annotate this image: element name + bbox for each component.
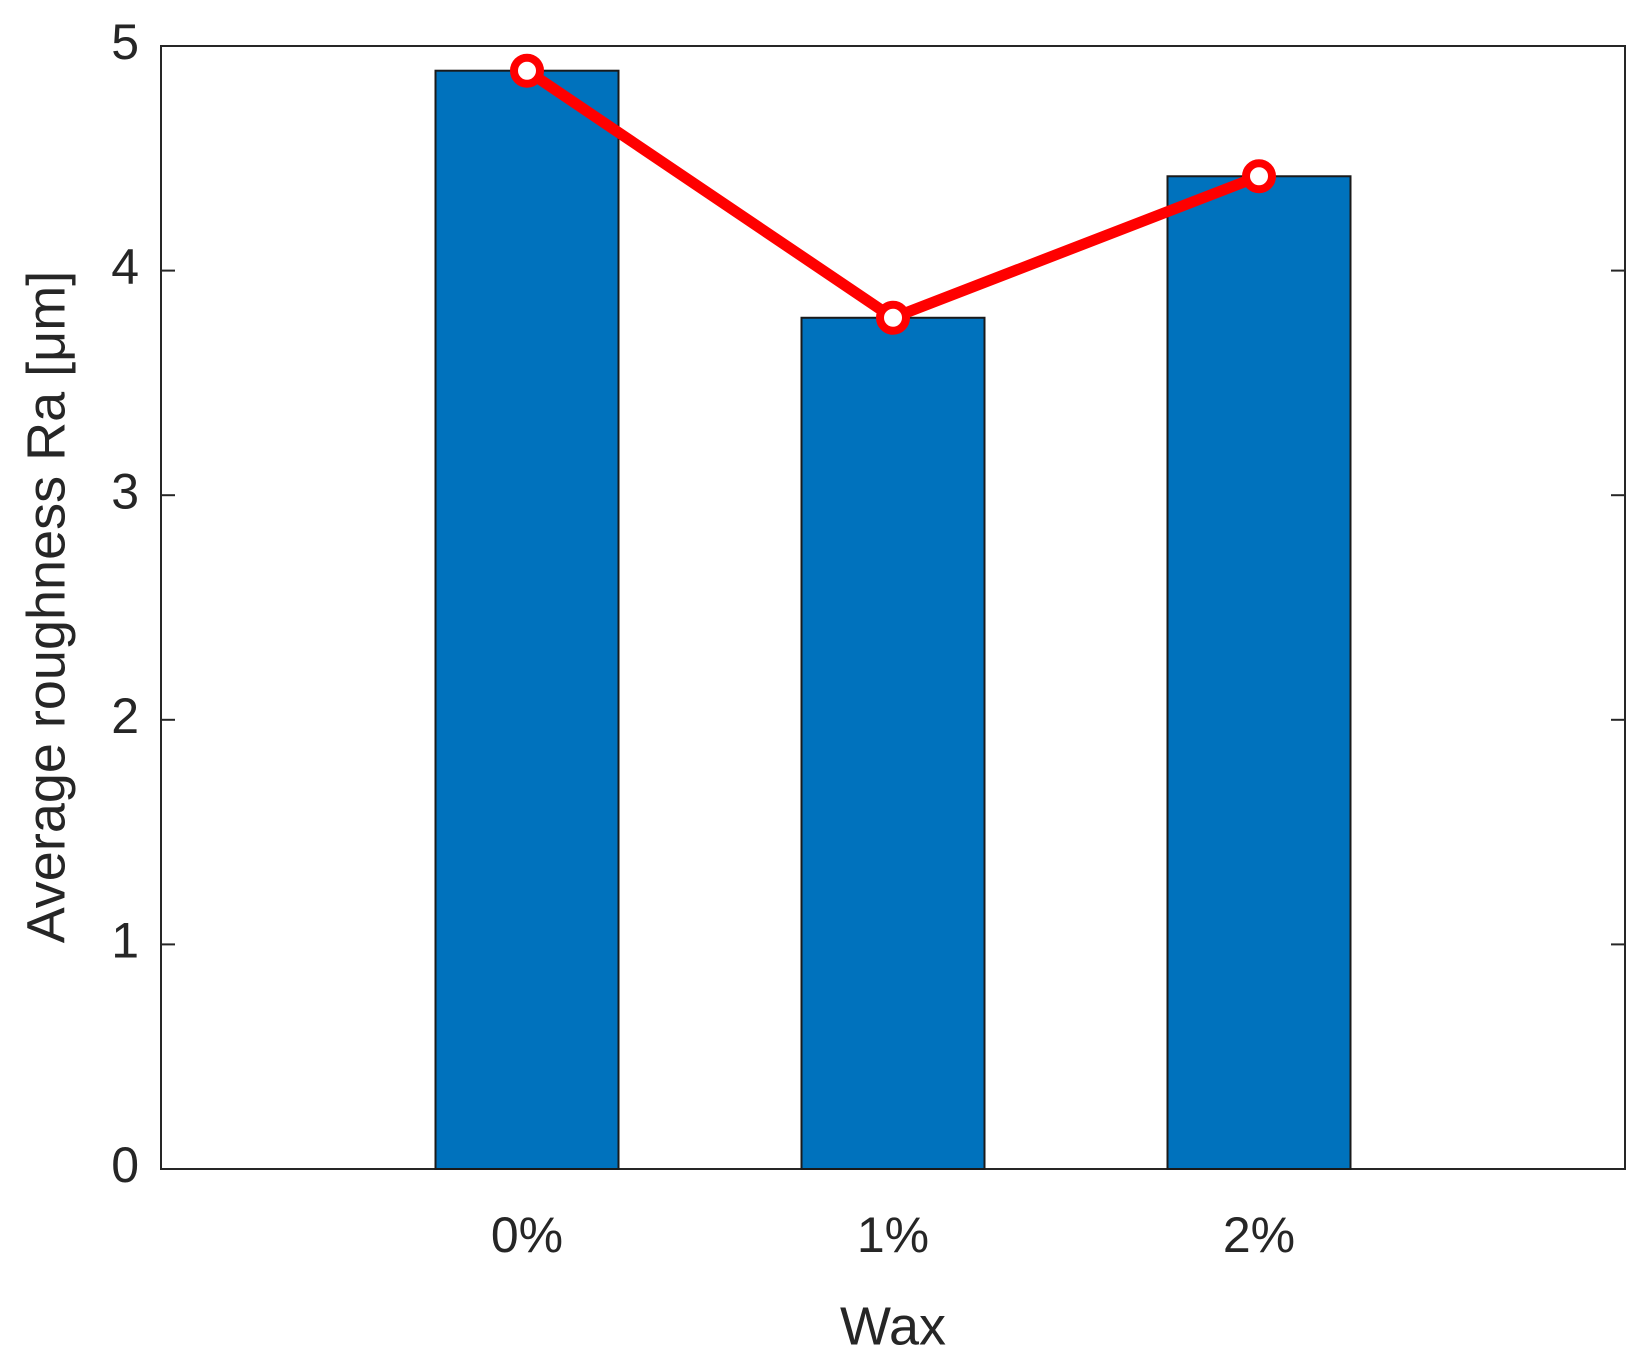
line-marker (876, 300, 910, 335)
bar (434, 69, 620, 1170)
x-tick-label: 0% (491, 1207, 563, 1263)
y-tick-label: 3 (111, 463, 139, 519)
bar (1166, 175, 1352, 1170)
y-tick-label: 2 (111, 688, 139, 744)
y-tick-label: 1 (111, 913, 139, 969)
y-tick-label: 0 (111, 1137, 139, 1193)
y-tick-label: 4 (111, 239, 139, 295)
line-marker (510, 53, 544, 88)
y-axis-label: Average roughness Ra [μm] (16, 271, 76, 943)
x-axis-label: Wax (840, 1296, 946, 1356)
line-marker (1242, 159, 1276, 194)
x-tick-label: 1% (857, 1207, 929, 1263)
bar (800, 316, 986, 1170)
y-tick-label: 5 (111, 14, 139, 70)
x-tick-label: 2% (1223, 1207, 1295, 1263)
